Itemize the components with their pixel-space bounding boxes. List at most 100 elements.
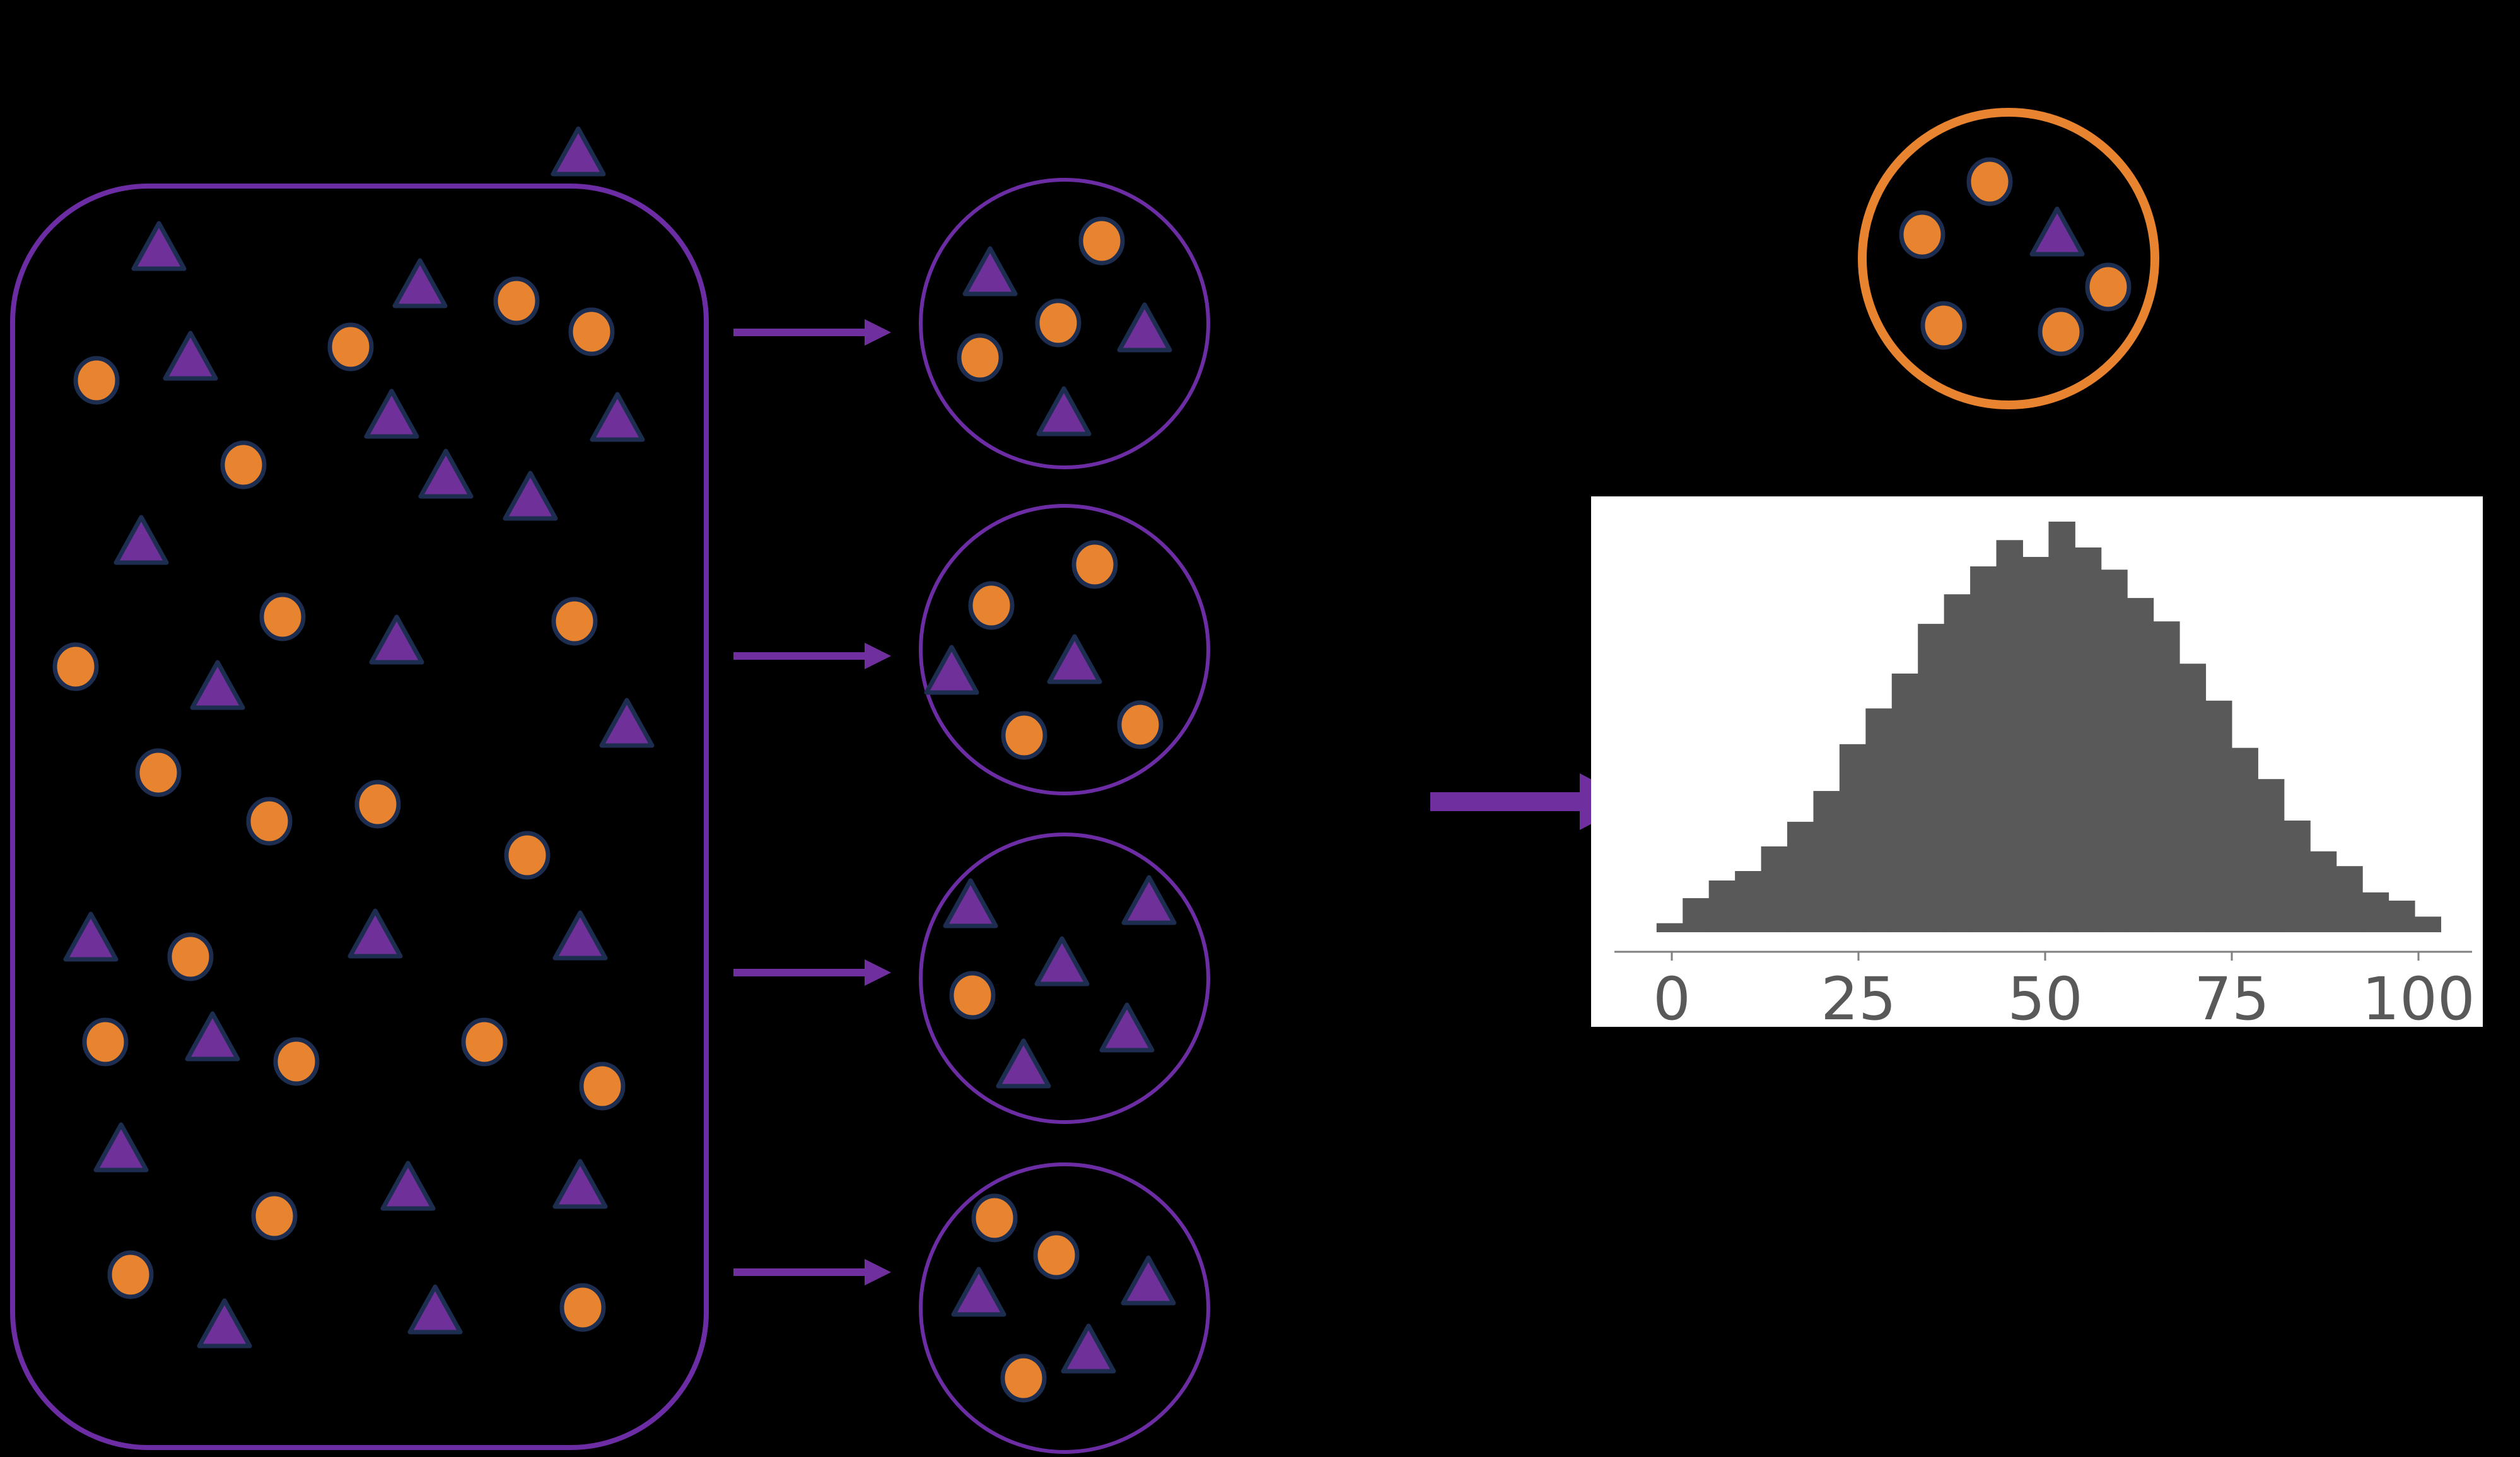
selected-sample-triangle xyxy=(2029,206,2085,257)
sample-circle-datum xyxy=(968,581,1015,630)
sample-circle-datum xyxy=(1078,216,1125,266)
population-triangle xyxy=(599,698,655,748)
population-circle xyxy=(559,1283,606,1332)
hist-bar xyxy=(1656,923,1684,932)
hist-bar xyxy=(1735,871,1762,932)
population-triangle xyxy=(131,221,187,271)
sample-triangle xyxy=(1121,875,1177,925)
sample-circle-datum xyxy=(1035,298,1082,348)
population-triangle xyxy=(185,1011,240,1062)
sample-arrow xyxy=(733,959,891,986)
hist-bar xyxy=(1683,898,1710,932)
population-circle xyxy=(107,1250,154,1299)
population-container xyxy=(10,126,709,1450)
hist-bar xyxy=(2231,747,2258,932)
sample-circle-datum xyxy=(1033,1231,1080,1280)
selected-sample-circle-datum xyxy=(1899,210,1945,259)
sample-circle-datum xyxy=(1071,540,1118,589)
histogram-panel: 0 25 50 75 100 xyxy=(1591,496,2483,1034)
hist-bar xyxy=(2074,547,2102,932)
population-triangle xyxy=(380,1161,436,1211)
sample-arrow xyxy=(733,643,891,669)
sample-triangle xyxy=(1061,1323,1116,1374)
population-triangle xyxy=(418,448,474,499)
sample-arrows xyxy=(733,319,891,1285)
hist-bar xyxy=(1813,791,1840,932)
hist-bar xyxy=(1865,708,1893,932)
population-triangle xyxy=(93,1122,149,1173)
hist-bar xyxy=(2048,522,2075,932)
sample-outline xyxy=(919,833,1210,1124)
x-axis-tick-label: 50 xyxy=(2007,965,2083,1034)
population-triangle xyxy=(392,258,448,308)
selected-sample-circle-datum xyxy=(1966,157,2013,206)
selected-sample-circle-datum xyxy=(1920,301,1967,350)
hist-bar xyxy=(2205,700,2232,932)
hist-bar xyxy=(1761,846,1788,932)
population-circle xyxy=(135,748,182,797)
population-triangle xyxy=(364,389,419,439)
population-triangle xyxy=(369,614,424,665)
sample-triangle xyxy=(951,1267,1006,1317)
population-circle xyxy=(167,932,214,981)
hist-bar xyxy=(2388,900,2415,932)
sample-outline xyxy=(919,504,1210,795)
population-circle xyxy=(273,1037,320,1086)
population-triangle xyxy=(163,331,218,381)
x-axis-tick-label: 75 xyxy=(2194,965,2270,1034)
hist-bar xyxy=(2022,556,2050,932)
hist-bar xyxy=(1944,594,1971,932)
population-circle xyxy=(246,797,293,846)
sample-circle-datum xyxy=(957,333,1003,382)
population-circle xyxy=(259,592,306,641)
sample-triangle xyxy=(1099,1002,1155,1053)
sample-outline xyxy=(919,178,1210,469)
sample-circles xyxy=(919,178,1210,1454)
hist-bar xyxy=(2336,866,2363,932)
population-circle xyxy=(73,356,120,405)
sample-circle-datum xyxy=(1000,1354,1047,1403)
population-triangle xyxy=(197,1298,252,1349)
hist-bar xyxy=(1787,821,1814,932)
population-circle xyxy=(493,276,540,325)
population-circle xyxy=(220,440,267,489)
hist-bar xyxy=(1996,540,2023,932)
sample-circle-datum xyxy=(1117,700,1164,749)
hist-bar xyxy=(2257,779,2285,932)
hist-bar xyxy=(2284,820,2311,932)
sample-triangle xyxy=(924,645,979,695)
sample-circle-datum xyxy=(949,971,996,1020)
population-triangle xyxy=(114,515,169,565)
population-triangle xyxy=(347,908,403,959)
population-circle xyxy=(551,597,598,646)
sample-triangle xyxy=(1121,1255,1176,1306)
population-triangle xyxy=(551,126,606,177)
selected-sample-outline xyxy=(1858,108,2159,409)
sample-circle-datum xyxy=(971,1193,1018,1243)
population-circle xyxy=(354,780,401,829)
population-triangle xyxy=(552,1159,608,1209)
hist-bar xyxy=(2179,664,2207,932)
hist-bar xyxy=(2153,621,2180,932)
hist-bar xyxy=(2362,892,2389,932)
sample-triangle xyxy=(943,878,998,928)
sample-triangle xyxy=(1036,386,1092,436)
hist-bar xyxy=(1918,624,1945,932)
sample-outline xyxy=(919,1162,1210,1454)
sample-triangle xyxy=(1047,634,1102,684)
selected-sample-circle-datum xyxy=(2085,262,2132,312)
population-triangle xyxy=(63,911,119,962)
population-triangle xyxy=(407,1284,463,1335)
population-triangle xyxy=(590,392,645,442)
population-circle xyxy=(568,307,615,356)
population-circle xyxy=(251,1191,298,1241)
population-circle xyxy=(52,642,99,691)
hist-bar xyxy=(1839,744,1867,932)
hist-bar xyxy=(1708,880,1736,932)
population-outline xyxy=(10,184,709,1450)
sample-arrow xyxy=(733,319,891,346)
hist-bar xyxy=(1891,673,1919,932)
population-circle xyxy=(504,831,551,880)
sample-triangle xyxy=(962,246,1018,296)
